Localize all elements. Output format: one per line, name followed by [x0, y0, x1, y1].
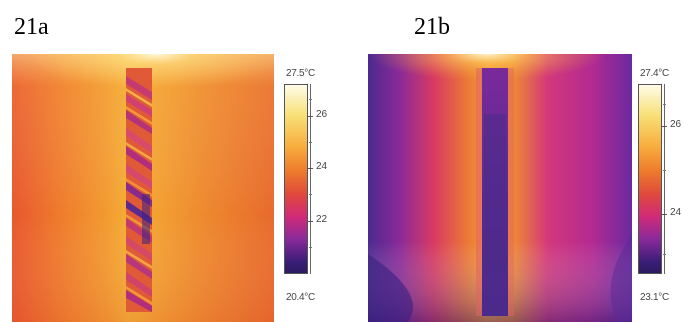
- thermal-image-b: [368, 54, 632, 322]
- color-scale-b: 27.4°C 26 24 23.1°C: [632, 54, 700, 322]
- thermal-image-a: [12, 54, 274, 322]
- minor-tick-b: [663, 104, 666, 105]
- minor-tick-a: [309, 247, 312, 248]
- panel-label-b: 21b: [414, 14, 450, 40]
- tick-label-24-b: 24: [670, 207, 682, 218]
- tick-label-26-a: 26: [316, 109, 328, 120]
- helix-highlights-a: [126, 88, 152, 305]
- tick-26-a: [308, 116, 313, 117]
- tick-label-24-a: 24: [316, 161, 328, 172]
- scale-axis-a: [310, 84, 311, 274]
- tick-label-26-b: 26: [670, 119, 682, 130]
- color-scale-bar-b: [638, 84, 662, 274]
- scale-max-label-a: 27.5°C: [286, 68, 315, 79]
- scale-max-label-b: 27.4°C: [640, 68, 669, 79]
- tick-24-b: [662, 214, 667, 215]
- tick-label-22-a: 22: [316, 214, 328, 225]
- tick-22-a: [308, 221, 313, 222]
- tick-24-a: [308, 168, 313, 169]
- minor-tick-a: [309, 99, 312, 100]
- color-scale-a: 27.5°C 26 24 22 20.4°C: [276, 54, 346, 322]
- minor-tick-a: [309, 194, 312, 195]
- minor-tick-a: [309, 142, 312, 143]
- scale-min-label-b: 23.1°C: [640, 292, 669, 303]
- thermal-image-b-svg: [368, 54, 632, 322]
- helix-stripes-a: [126, 76, 152, 312]
- panel-label-a: 21a: [14, 14, 49, 40]
- scale-min-label-a: 20.4°C: [286, 292, 315, 303]
- scale-axis-b: [664, 84, 665, 274]
- minor-tick-b: [663, 254, 666, 255]
- color-scale-bar-a: [284, 84, 308, 274]
- thermal-image-a-svg: [12, 54, 274, 322]
- tick-26-b: [662, 126, 667, 127]
- minor-tick-b: [663, 170, 666, 171]
